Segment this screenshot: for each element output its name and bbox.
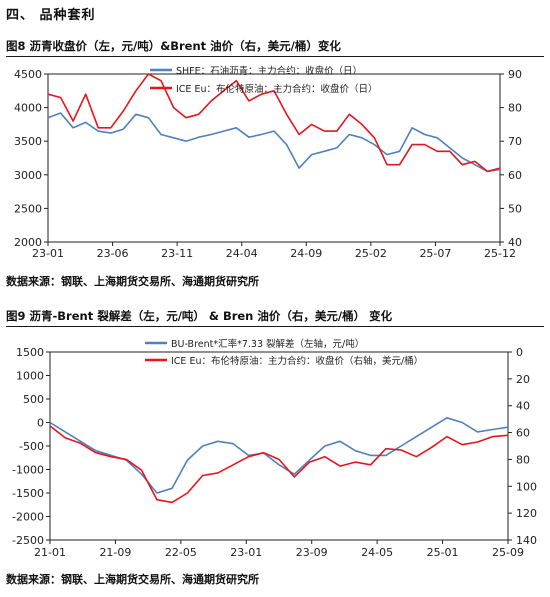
x-tick-label: 24-09 bbox=[290, 247, 322, 260]
y-left-tick-label: 2000 bbox=[14, 236, 42, 249]
x-tick-label: 22-05 bbox=[165, 546, 197, 559]
figure-9-header: 图9 沥青-Brent 裂解差（左，元/吨） & Bren 油价（右，美元/桶）… bbox=[6, 308, 544, 327]
x-tick-label: 25-07 bbox=[419, 247, 451, 260]
y-left-tick-label: 4000 bbox=[14, 102, 42, 115]
y-left-tick-label: 4500 bbox=[14, 68, 42, 81]
y-right-tick-label: 40 bbox=[508, 236, 522, 249]
y-left-tick-label: 2500 bbox=[14, 202, 42, 215]
legend-label-2: ICE Eu：布伦特原油：主力合约：收盘价（右轴，美元/桶） bbox=[171, 355, 423, 367]
y-right-tick-label: 140 bbox=[516, 534, 537, 547]
figure-9-title: 图9 沥青-Brent 裂解差（左，元/吨） & Bren 油价（右，美元/桶）… bbox=[6, 309, 393, 323]
x-tick-label: 24-04 bbox=[226, 247, 258, 260]
y-left-tick-label: -1000 bbox=[12, 464, 44, 477]
y-right-tick-label: 20 bbox=[516, 373, 530, 386]
series-line-1 bbox=[47, 112, 501, 173]
y-left-tick-label: -2000 bbox=[12, 511, 44, 524]
x-tick-label: 25-09 bbox=[492, 546, 524, 559]
legend-label-1: BU-Brent*汇率*7.33 裂解差（左轴，元/吨） bbox=[171, 338, 364, 350]
series-line-1 bbox=[49, 417, 509, 494]
y-right-tick-label: 90 bbox=[508, 68, 522, 81]
figure-9-source: 数据来源：钢联、上海期货交易所、海通期货研究所 bbox=[6, 573, 259, 586]
figure-8-header: 图8 沥青收盘价（左，元/吨）&Brent 油价（右，美元/桶）变化 bbox=[6, 38, 544, 57]
plot-frame bbox=[49, 351, 509, 541]
x-tick-label: 25-02 bbox=[355, 247, 387, 260]
y-right-tick-label: 100 bbox=[516, 480, 537, 493]
x-tick-label: 21-01 bbox=[34, 546, 66, 559]
chart-crack-spread-vs-brent: -2500 -2000 -1500 -1000 -500 0 500 1000 1500 0 20 4… bbox=[12, 338, 537, 559]
y-right-tick-label: 80 bbox=[508, 102, 522, 115]
x-tick-label: 23-11 bbox=[161, 247, 193, 260]
x-tick-label: 24-05 bbox=[361, 546, 393, 559]
y-left-tick-label: 1000 bbox=[16, 370, 44, 383]
x-tick-label: 21-09 bbox=[99, 546, 131, 559]
x-tick-label: 25-01 bbox=[427, 546, 459, 559]
x-tick-label: 23-01 bbox=[230, 546, 262, 559]
y-right-tick-label: 70 bbox=[508, 135, 522, 148]
legend-label-1: SHFE：石油沥青：主力合约：收盘价（日） bbox=[176, 65, 362, 77]
x-tick-label: 23-06 bbox=[97, 247, 129, 260]
figure-8-source: 数据来源：钢联、上海期货交易所、海通期货研究所 bbox=[6, 275, 259, 288]
section-title: 四、 品种套利 bbox=[6, 8, 96, 23]
chart-asphalt-vs-brent: 2000 2500 3000 3500 4000 4500 40 50 60 70 80 90 23-0… bbox=[14, 65, 522, 260]
plot-frame bbox=[47, 73, 501, 243]
y-left-tick-label: -500 bbox=[19, 440, 44, 453]
y-right-tick-label: 50 bbox=[508, 202, 522, 215]
series-line-2 bbox=[49, 425, 509, 504]
x-tick-label: 23-09 bbox=[296, 546, 328, 559]
y-right-tick-label: 80 bbox=[516, 453, 530, 466]
y-right-tick-label: 60 bbox=[508, 169, 522, 182]
y-right-tick-label: 0 bbox=[516, 346, 523, 359]
y-left-tick-label: 500 bbox=[23, 393, 44, 406]
y-left-tick-label: -1500 bbox=[12, 487, 44, 500]
y-left-tick-label: 3000 bbox=[14, 169, 42, 182]
y-left-tick-label: 1500 bbox=[16, 346, 44, 359]
y-right-tick-label: 120 bbox=[516, 507, 537, 520]
y-left-tick-label: -2500 bbox=[12, 534, 44, 547]
y-right-tick-label: 40 bbox=[516, 400, 530, 413]
x-tick-label: 25-12 bbox=[484, 247, 516, 260]
legend-label-2: ICE Eu：布伦特原油：主力合约：收盘价（日） bbox=[176, 83, 377, 95]
figure-8-title: 图8 沥青收盘价（左，元/吨）&Brent 油价（右，美元/桶）变化 bbox=[6, 39, 341, 53]
y-left-tick-label: 3500 bbox=[14, 135, 42, 148]
series-line-2 bbox=[47, 73, 501, 173]
y-right-tick-label: 60 bbox=[516, 427, 530, 440]
y-left-tick-label: 0 bbox=[37, 417, 44, 430]
x-tick-label: 23-01 bbox=[32, 247, 64, 260]
